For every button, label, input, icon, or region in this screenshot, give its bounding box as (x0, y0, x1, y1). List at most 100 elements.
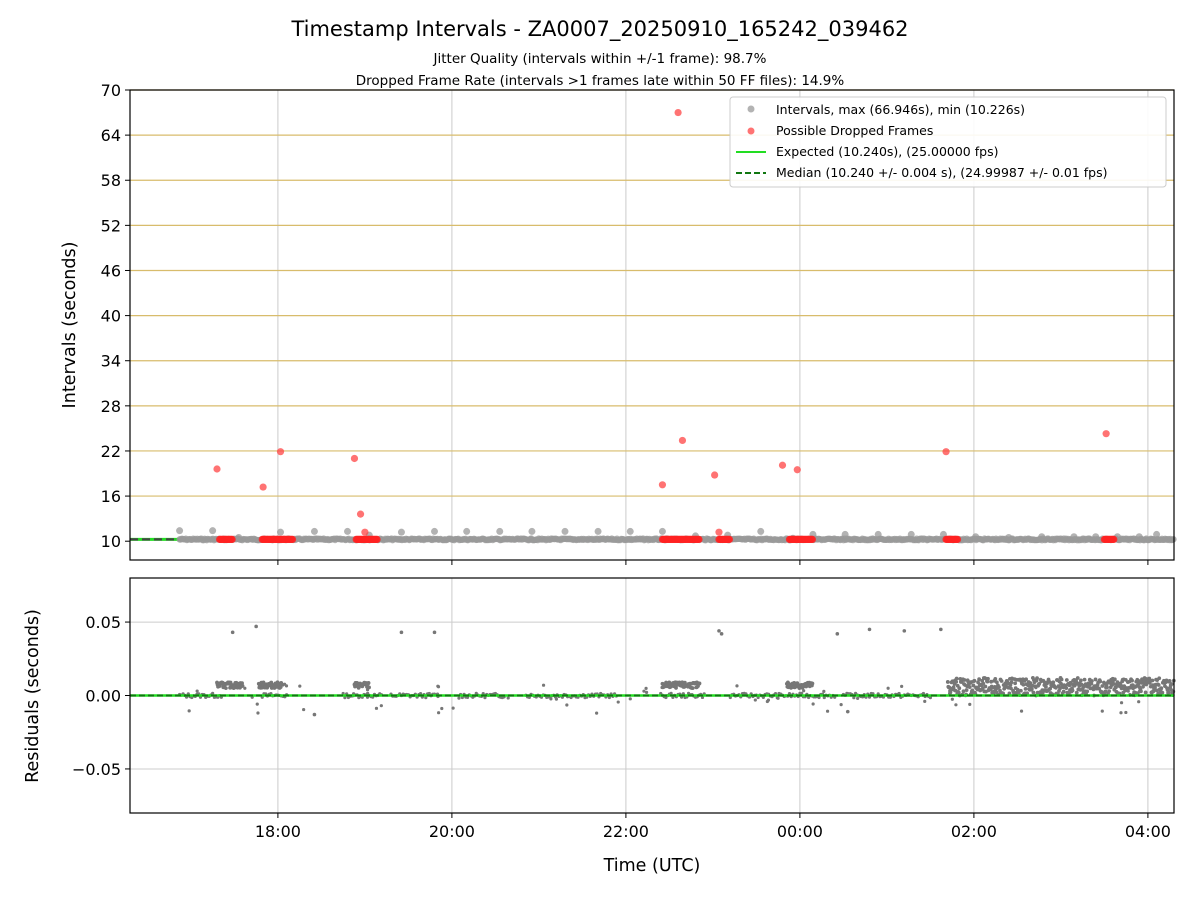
intervals-plot-frame (129, 89, 1175, 561)
residual-point (950, 697, 954, 701)
legend-intervals-label: Intervals, max (66.946s), min (10.226s) (776, 102, 1025, 117)
dropped-frame-point (213, 465, 221, 473)
residual-point (1167, 678, 1172, 683)
intervals-y-tick-label: 70 (101, 81, 121, 100)
residual-point (956, 690, 961, 695)
legend-red-marker (747, 127, 755, 135)
residual-point (1029, 687, 1034, 691)
dropped-frame-point (715, 528, 723, 536)
intervals-y-axis-label: Intervals (seconds) (60, 242, 80, 409)
residual-point (1107, 689, 1111, 694)
residual-point (457, 696, 461, 700)
residual-point (856, 696, 860, 700)
residual-point (1119, 701, 1124, 705)
residual-point (1098, 679, 1103, 684)
residual-point (825, 709, 830, 713)
interval-point (209, 527, 217, 535)
residual-point (954, 680, 959, 684)
residual-point (1013, 681, 1018, 686)
residual-point (900, 684, 904, 688)
residual-point (483, 696, 487, 700)
residual-point (1156, 683, 1161, 687)
residual-point (983, 684, 988, 689)
residual-point (997, 685, 1001, 690)
residual-point (1097, 686, 1102, 691)
x-tick-label: 04:00 (1125, 822, 1171, 841)
residual-outlier-point (312, 712, 317, 717)
interval-point (972, 533, 980, 541)
residual-point (1060, 684, 1064, 688)
residual-point (1079, 678, 1083, 683)
residual-point (964, 688, 969, 692)
residual-point (440, 706, 444, 711)
residual-point (1047, 680, 1052, 684)
dropped-frame-point (228, 535, 236, 543)
residual-point (1126, 689, 1130, 693)
legend-gray-marker (747, 105, 755, 113)
residual-point (728, 695, 732, 700)
residual-point (1009, 680, 1014, 685)
residual-point (424, 696, 428, 700)
residual-point (1119, 686, 1124, 691)
interval-point (907, 530, 915, 538)
residual-point (695, 685, 699, 689)
residual-point (223, 686, 228, 691)
interval-point (757, 527, 765, 535)
residual-point (1137, 700, 1141, 704)
interval-point (658, 527, 666, 535)
residual-point (1157, 676, 1162, 681)
residual-point (1074, 690, 1079, 695)
residual-point (839, 703, 843, 707)
interval-point (1153, 530, 1161, 538)
residual-point (1143, 690, 1148, 695)
dropped-frame-point (808, 535, 817, 543)
residual-point (607, 695, 611, 700)
residuals-y-axis-label: Residuals (seconds) (23, 609, 43, 783)
residuals-y-tick-label: 0.00 (85, 687, 121, 706)
residual-point (1034, 686, 1038, 690)
residual-point (886, 686, 890, 690)
residual-point (256, 711, 260, 715)
residual-point (817, 695, 821, 700)
residual-point (756, 695, 760, 700)
residual-point (948, 689, 952, 693)
dropped-frame-point (1110, 535, 1118, 543)
x-axis-label: Time (UTC) (603, 856, 701, 876)
residual-point (999, 679, 1004, 683)
x-tick-label: 00:00 (777, 822, 823, 841)
residual-point (1085, 689, 1090, 694)
residual-point (972, 678, 977, 683)
legend-dropped-label: Possible Dropped Frames (776, 123, 933, 138)
residual-point (961, 689, 966, 694)
residual-point (1093, 677, 1098, 682)
residual-outlier-point (902, 629, 907, 633)
interval-point (594, 527, 602, 535)
residual-point (1130, 678, 1134, 683)
interval-point (1070, 533, 1078, 541)
interval-point (344, 527, 351, 535)
legend-frame (729, 96, 1167, 188)
residual-point (989, 679, 994, 684)
interval-point (626, 527, 634, 535)
residual-point (506, 696, 510, 700)
dropped-frame-point (942, 448, 950, 456)
intervals-y-tick-label: 58 (101, 171, 121, 190)
residual-point (1044, 685, 1048, 689)
dropped-frame-point (1102, 430, 1110, 438)
residual-point (1119, 711, 1123, 715)
residual-outlier-point (835, 632, 840, 636)
residual-point (1139, 689, 1143, 694)
residual-point (1019, 709, 1024, 713)
residual-point (1105, 685, 1109, 690)
residual-outlier-point (432, 630, 437, 635)
residual-point (436, 684, 440, 688)
residual-point (660, 685, 664, 690)
dropped-frame-point (725, 535, 734, 543)
dropped-frame-point (288, 535, 297, 543)
residual-point (976, 680, 980, 685)
residual-point (1103, 689, 1108, 694)
residual-point (1100, 709, 1104, 713)
intervals-y-tick-label: 40 (101, 307, 121, 326)
intervals-y-tick-label: 64 (101, 126, 121, 145)
